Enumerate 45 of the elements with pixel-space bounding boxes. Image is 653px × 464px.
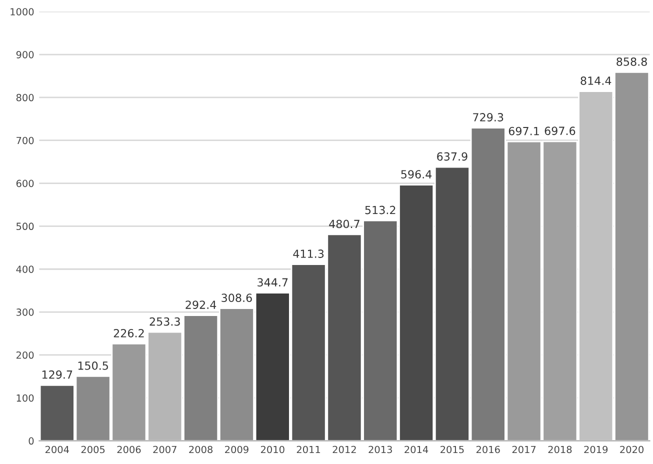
data-label: 513.2 (365, 206, 396, 214)
data-label: 344.7 (258, 278, 288, 287)
x-tick-label: 2004 (45, 446, 69, 454)
data-label: 814.4 (580, 76, 612, 85)
x-tick-label: 2010 (260, 446, 284, 454)
y-tick-label: 1000 (10, 8, 34, 16)
x-tick-label: 2016 (476, 446, 500, 454)
x-tick-label: 2007 (153, 446, 176, 454)
data-label: 637.9 (437, 152, 468, 161)
x-tick-label: 2020 (620, 446, 644, 454)
x-tick-label: 2006 (117, 446, 141, 454)
x-tick-label: 2008 (189, 446, 213, 454)
y-tick-label: 900 (16, 51, 34, 58)
y-tick-label: 700 (16, 136, 34, 144)
y-tick-label: 100 (16, 394, 34, 402)
data-label: 858.8 (616, 57, 647, 66)
data-label: 729.3 (473, 113, 504, 122)
y-tick-label: 800 (16, 94, 34, 102)
x-tick-label: 2014 (404, 446, 428, 454)
data-label: 308.6 (222, 294, 252, 302)
x-tick-label: 2009 (225, 446, 248, 454)
x-tick-label: 2017 (512, 446, 536, 454)
data-label: 596.4 (401, 170, 432, 179)
y-tick-label: 500 (16, 222, 34, 230)
x-tick-label: 2015 (440, 446, 464, 454)
y-tick-label: 0 (28, 437, 34, 445)
data-label: 129.7 (42, 370, 72, 379)
x-tick-label: 2012 (332, 446, 356, 454)
x-tick-label: 2018 (548, 446, 572, 454)
x-tick-label: 2005 (81, 446, 105, 454)
y-tick-label: 200 (16, 351, 34, 359)
data-label: 253.3 (150, 317, 180, 326)
y-tick-label: 600 (16, 180, 34, 188)
x-tick-label: 2019 (584, 446, 608, 454)
y-tick-label: 300 (16, 308, 34, 316)
data-label: 292.4 (186, 300, 216, 309)
y-tick-label: 400 (16, 266, 34, 273)
data-label: 150.5 (78, 361, 108, 370)
data-label: 697.1 (508, 126, 539, 136)
x-tick-label: 2011 (296, 446, 320, 454)
data-label: 480.7 (329, 220, 360, 228)
data-label: 697.6 (544, 126, 576, 136)
data-label: 411.3 (293, 250, 324, 258)
data-label: 226.2 (114, 328, 144, 338)
x-tick-label: 2013 (368, 446, 392, 454)
